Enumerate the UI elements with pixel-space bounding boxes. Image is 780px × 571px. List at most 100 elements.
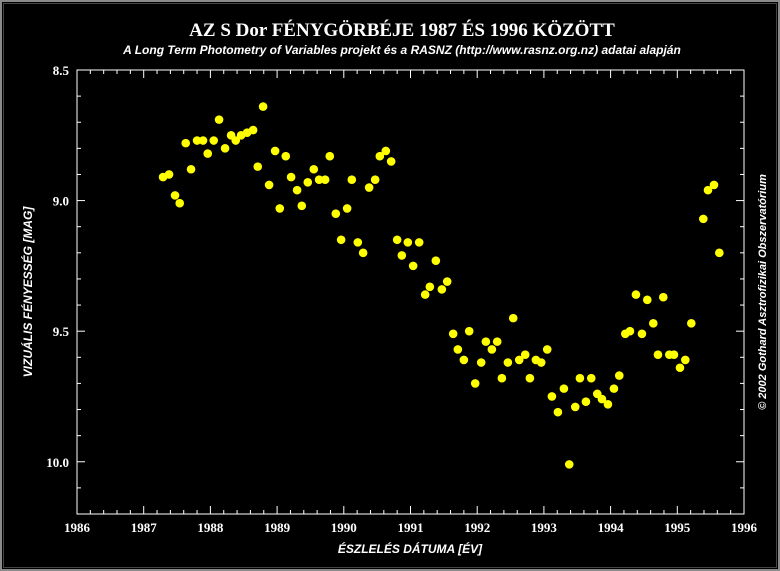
data-point: [297, 201, 307, 211]
data-point: [186, 164, 196, 174]
x-tick-label: 1988: [197, 520, 224, 535]
data-point: [353, 238, 363, 247]
data-point: [325, 151, 335, 161]
data-point: [703, 185, 713, 195]
data-point: [442, 277, 452, 286]
data-point: [470, 379, 480, 388]
data-point: [264, 180, 274, 190]
data-point: [597, 394, 607, 404]
data-point: [342, 204, 352, 213]
data-point: [403, 238, 413, 247]
data-point: [675, 363, 685, 373]
data-point: [459, 355, 469, 365]
data-point: [575, 373, 585, 383]
plot-frame: [76, 69, 745, 515]
data-point: [669, 350, 679, 359]
data-point: [303, 178, 313, 187]
data-point: [381, 146, 391, 156]
axis-ticks: [76, 69, 745, 515]
data-point: [281, 151, 291, 161]
data-point: [392, 235, 402, 245]
x-tick-label: 1991: [398, 520, 424, 535]
data-point: [481, 337, 491, 346]
data-point: [275, 204, 285, 213]
x-tick-label: 1990: [331, 520, 357, 535]
data-point: [625, 326, 635, 336]
data-point: [209, 136, 219, 145]
data-point: [181, 138, 191, 148]
data-point: [192, 136, 202, 145]
x-tick-label: 1986: [64, 520, 91, 535]
data-point: [687, 319, 696, 328]
data-point: [570, 402, 580, 412]
data-point: [453, 345, 463, 354]
data-point: [248, 125, 258, 135]
y-tick-labels: 8.5 9.0 9.5 10.0: [46, 63, 69, 470]
data-point: [320, 175, 330, 184]
data-point: [503, 358, 513, 367]
data-point: [637, 329, 647, 339]
x-tick-labels: 1986 1987 1988 1989 1990 1991 1992 1993 1994 1995…: [64, 520, 758, 535]
data-point: [715, 248, 724, 258]
data-point: [292, 185, 302, 195]
data-point: [487, 345, 497, 354]
data-point: [581, 397, 591, 406]
data-points: [158, 102, 724, 469]
data-point: [476, 358, 486, 367]
data-point: [547, 392, 557, 401]
data-point: [536, 358, 546, 367]
data-point: [681, 355, 690, 365]
data-point: [609, 384, 619, 393]
data-point: [203, 149, 213, 158]
data-point: [508, 313, 518, 323]
data-point: [175, 198, 185, 208]
data-point: [525, 373, 535, 383]
y-tick-label: 8.5: [53, 63, 70, 78]
data-point: [559, 384, 569, 393]
data-point: [258, 102, 268, 111]
data-point: [164, 170, 174, 179]
data-point: [653, 350, 663, 359]
data-point: [542, 345, 552, 354]
data-point: [358, 248, 368, 258]
x-axis-label: ÉSZLELÉS DÁTUMA [ÉV]: [338, 541, 483, 556]
data-point: [709, 180, 719, 190]
data-point: [514, 355, 524, 365]
data-point: [386, 157, 396, 166]
data-point: [631, 290, 641, 299]
data-point: [642, 295, 652, 305]
y-tick-label: 9.0: [53, 194, 69, 209]
y-tick-label: 9.5: [53, 324, 70, 339]
data-point: [492, 337, 502, 346]
data-point: [336, 235, 346, 245]
data-point: [464, 326, 474, 336]
chart-title: AZ S Dor FÉNYGÖRBÉJE 1987 ÉS 1996 KÖZÖTT: [189, 19, 615, 41]
data-point: [448, 329, 458, 339]
data-point: [648, 319, 658, 328]
x-tick-label: 1993: [531, 520, 558, 535]
data-point: [214, 115, 224, 124]
data-point: [370, 175, 380, 184]
data-point: [437, 285, 447, 294]
data-point: [347, 175, 357, 184]
data-point: [309, 164, 319, 174]
x-tick-label: 1992: [464, 520, 490, 535]
data-point: [331, 209, 341, 218]
x-tick-label: 1995: [664, 520, 691, 535]
data-point: [553, 407, 563, 417]
data-point: [420, 290, 430, 299]
data-point: [270, 146, 280, 156]
data-point: [253, 162, 263, 171]
data-point: [431, 256, 441, 265]
x-tick-label: 1996: [731, 520, 758, 535]
data-point: [286, 172, 296, 182]
data-point: [375, 151, 385, 161]
chart-subtitle: A Long Term Photometry of Variables proj…: [122, 43, 681, 57]
data-point: [198, 136, 208, 145]
data-point: [497, 373, 507, 383]
data-point: [397, 251, 407, 260]
data-point: [170, 191, 180, 200]
y-axis-label: VIZUÁLIS FÉNYESSÉG [MAG]: [20, 206, 35, 378]
